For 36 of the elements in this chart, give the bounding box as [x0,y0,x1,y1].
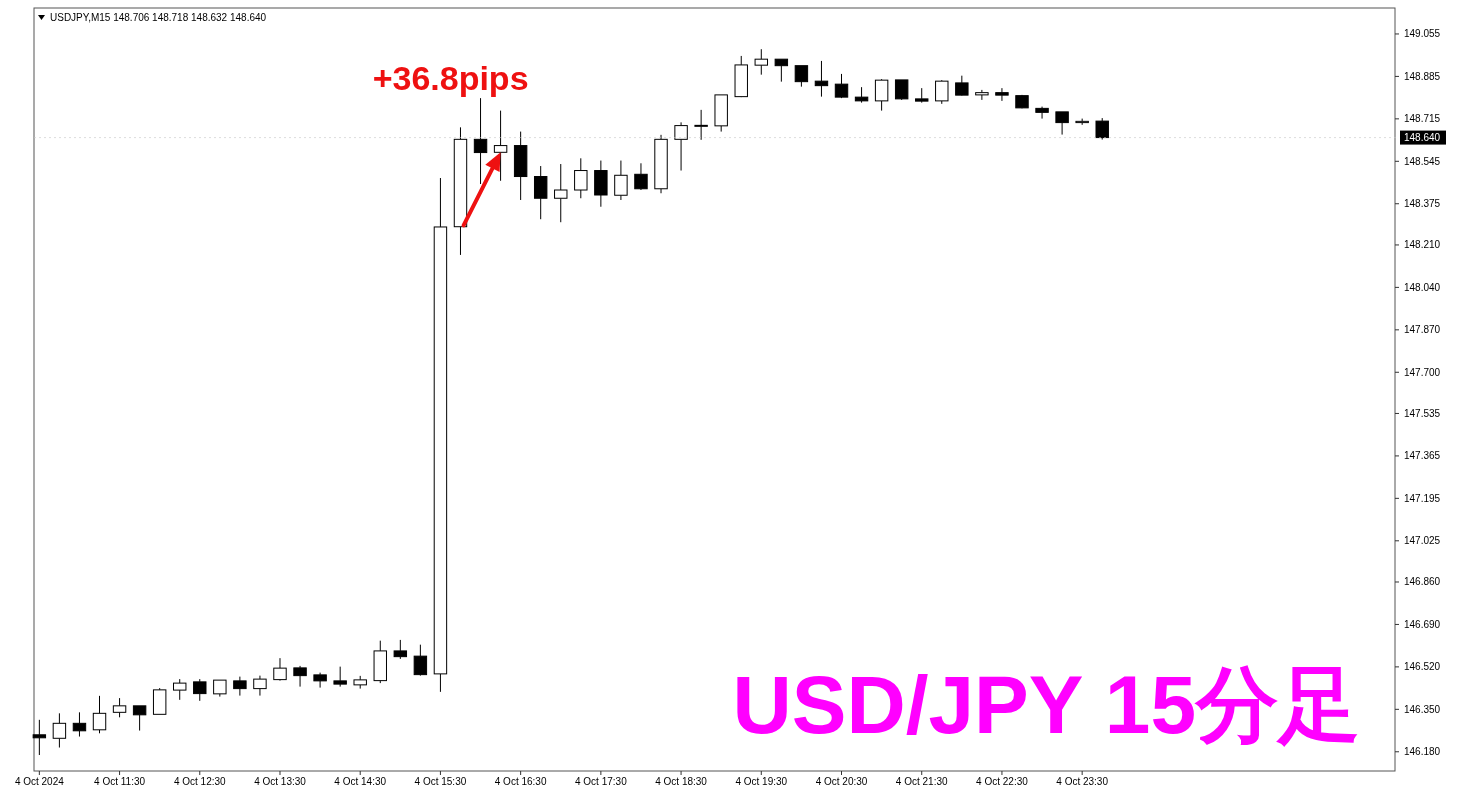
x-tick-label: 4 Oct 16:30 [494,776,547,787]
x-tick-label: 4 Oct 15:30 [414,776,467,787]
y-tick-label: 148.545 [1404,155,1441,167]
y-tick-label: 146.350 [1404,703,1441,715]
x-tick-label: 4 Oct 22:30 [976,776,1029,787]
y-tick-label: 148.210 [1404,239,1441,251]
y-tick-label: 146.520 [1404,661,1441,673]
y-tick-label: 148.375 [1404,198,1441,210]
y-tick-label: 147.870 [1404,324,1441,336]
y-tick-label: 146.180 [1404,746,1441,758]
annotation: +36.8pips [372,59,529,98]
x-tick-label: 4 Oct 21:30 [895,776,949,787]
x-tick-label: 4 Oct 11:30 [94,776,146,787]
x-tick-label: 4 Oct 12:30 [173,776,227,787]
x-tick-label: 4 Oct 17:30 [575,776,628,787]
y-tick-label: 147.700 [1404,366,1441,378]
x-tick-label: 4 Oct 23:30 [1056,776,1109,787]
y-tick-label: 147.195 [1404,492,1441,504]
y-tick-label: 147.365 [1404,450,1441,462]
x-tick-label: 4 Oct 14:30 [334,776,387,787]
y-tick-label: 148.715 [1404,113,1441,125]
y-tick-label: 146.690 [1404,618,1441,630]
ref-line-label: 148.640 [1404,132,1441,144]
y-tick-label: 149.055 [1404,28,1441,40]
text: USD/JPY 15分足 [732,659,1360,750]
y-tick-label: 147.535 [1404,407,1441,419]
x-tick-label: 4 Oct 20:30 [815,776,868,787]
y-tick-label: 146.860 [1404,576,1441,588]
x-tick-label: 4 Oct 13:30 [254,776,307,787]
x-tick-label: 4 Oct 19:30 [735,776,788,787]
y-tick-label: 148.040 [1404,281,1441,293]
chart-subtitle: USDJPY,M15 148.706 148.718 148.632 148.640 [50,12,267,23]
y-tick-label: 148.885 [1404,70,1441,82]
y-tick-label: 147.025 [1404,535,1441,547]
x-tick-label: 4 Oct 2024 [14,776,65,787]
x-tick-label: 4 Oct 18:30 [655,776,708,787]
